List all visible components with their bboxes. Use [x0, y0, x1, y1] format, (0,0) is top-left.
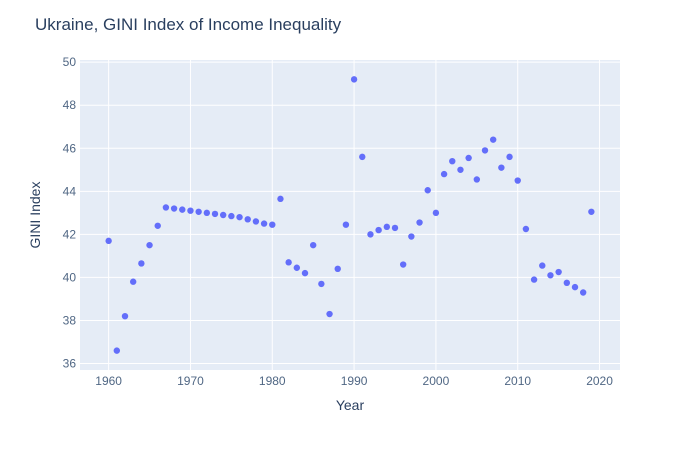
y-tick-label: 40	[63, 270, 77, 284]
y-tick-label: 38	[63, 313, 77, 327]
data-point	[269, 221, 276, 228]
data-point	[236, 213, 243, 221]
data-point	[277, 195, 284, 203]
data-point	[187, 207, 194, 214]
data-point	[506, 153, 513, 161]
data-point	[301, 269, 309, 277]
data-point	[162, 204, 170, 211]
data-point	[359, 153, 366, 161]
data-point	[383, 223, 391, 231]
x-tick-label: 2010	[504, 374, 531, 388]
data-point	[440, 170, 448, 178]
data-point	[170, 205, 178, 212]
data-point	[465, 154, 472, 162]
y-tick-label: 46	[63, 141, 77, 155]
data-point	[293, 264, 301, 271]
data-point	[260, 220, 268, 227]
data-point	[318, 280, 325, 288]
data-point	[539, 262, 546, 269]
data-point	[129, 278, 137, 285]
data-point	[555, 268, 562, 276]
data-point	[399, 261, 407, 268]
y-tick-label: 48	[63, 98, 77, 112]
data-point	[342, 221, 350, 228]
data-point	[522, 225, 530, 233]
y-axis-label: GINI Index	[27, 182, 43, 249]
data-point	[244, 216, 251, 223]
x-axis-label: Year	[336, 397, 365, 413]
data-point	[473, 176, 481, 183]
y-tick-label: 50	[63, 55, 77, 69]
data-point	[571, 283, 579, 291]
data-point	[154, 222, 161, 229]
data-point	[489, 136, 497, 143]
data-point	[375, 226, 382, 234]
data-point	[579, 289, 587, 296]
y-tick-label: 36	[63, 357, 77, 371]
data-point	[252, 218, 260, 225]
data-point	[432, 209, 440, 217]
plot-area	[80, 60, 620, 370]
data-point	[113, 347, 121, 354]
data-point	[449, 157, 456, 165]
data-point	[334, 265, 341, 273]
data-point	[211, 210, 219, 218]
x-tick-label: 1970	[177, 374, 204, 388]
data-point	[408, 233, 415, 240]
data-point	[498, 164, 505, 171]
y-gridlines	[80, 61, 620, 365]
data-point	[138, 260, 145, 267]
y-tick-label: 42	[63, 227, 77, 241]
x-tick-labels: 1960 1970 1980 1990 2000 2010 2020	[95, 374, 613, 388]
x-tick-label: 1990	[341, 374, 368, 388]
data-point	[391, 224, 399, 232]
x-tick-label: 2020	[586, 374, 613, 388]
data-point	[179, 206, 186, 213]
data-point	[105, 237, 112, 245]
data-point	[203, 209, 211, 217]
chart-title: Ukraine, GINI Index of Income Inequality	[35, 15, 342, 34]
data-point	[326, 310, 333, 318]
data-point	[350, 76, 358, 83]
data-point	[309, 241, 317, 249]
data-point	[367, 231, 374, 238]
data-point	[285, 259, 292, 266]
y-tick-labels: 36 38 40 42 44 46 48 50	[63, 55, 77, 370]
data-point	[416, 219, 423, 226]
data-point	[457, 166, 464, 173]
x-tick-label: 1980	[259, 374, 286, 388]
data-point	[121, 312, 129, 320]
x-tick-label: 2000	[423, 374, 450, 388]
data-point	[146, 241, 153, 249]
data-point	[228, 212, 235, 220]
data-points	[105, 76, 595, 354]
data-point	[195, 208, 202, 215]
data-point	[588, 208, 595, 215]
data-point	[563, 279, 571, 287]
data-point	[424, 187, 431, 194]
x-tick-label: 1960	[95, 374, 122, 388]
data-point	[547, 272, 554, 279]
data-point	[219, 211, 227, 219]
data-point	[514, 177, 521, 184]
y-tick-label: 44	[63, 184, 77, 198]
data-point	[481, 147, 489, 154]
data-point	[530, 276, 538, 283]
